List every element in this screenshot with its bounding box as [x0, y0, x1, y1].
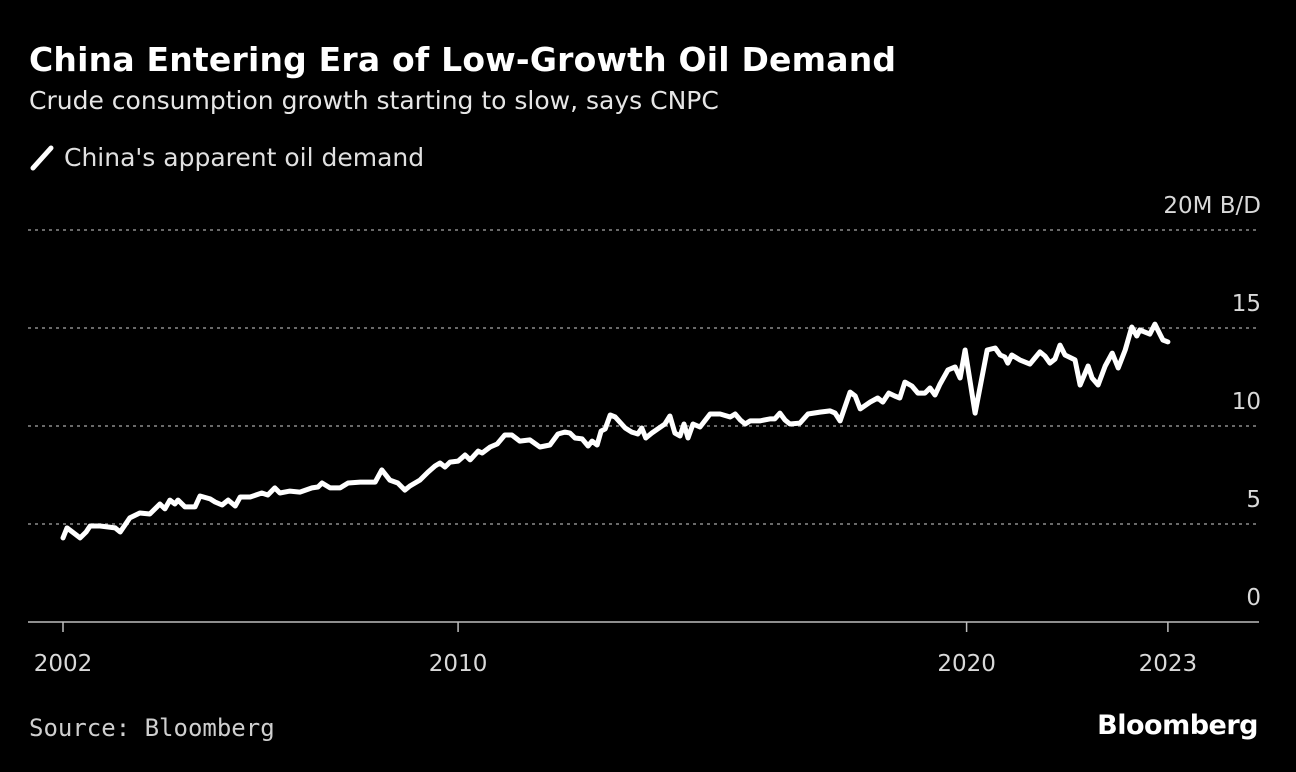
x-tick-label: 2002	[34, 651, 93, 677]
chart-subtitle: Crude consumption growth starting to slo…	[29, 86, 719, 115]
y-tick-label: 10	[1232, 389, 1261, 415]
x-tick-label: 2023	[1139, 651, 1198, 677]
legend: China's apparent oil demand	[30, 142, 424, 172]
y-tick-label: 15	[1232, 291, 1261, 317]
legend-line-icon	[30, 145, 54, 171]
x-tick-label: 2010	[429, 651, 488, 677]
bloomberg-logo: Bloomberg	[1097, 710, 1258, 741]
y-tick-label: 0	[1246, 585, 1261, 611]
x-tick-label: 2020	[937, 651, 996, 677]
chart-title: China Entering Era of Low-Growth Oil Dem…	[29, 40, 897, 79]
y-tick-label: 5	[1246, 487, 1261, 513]
series-line-china-oil-demand	[60, 321, 1171, 541]
source-note: Source: Bloomberg	[29, 714, 275, 742]
legend-label: China's apparent oil demand	[64, 142, 425, 172]
y-tick-label: 20M B/D	[1163, 193, 1261, 219]
